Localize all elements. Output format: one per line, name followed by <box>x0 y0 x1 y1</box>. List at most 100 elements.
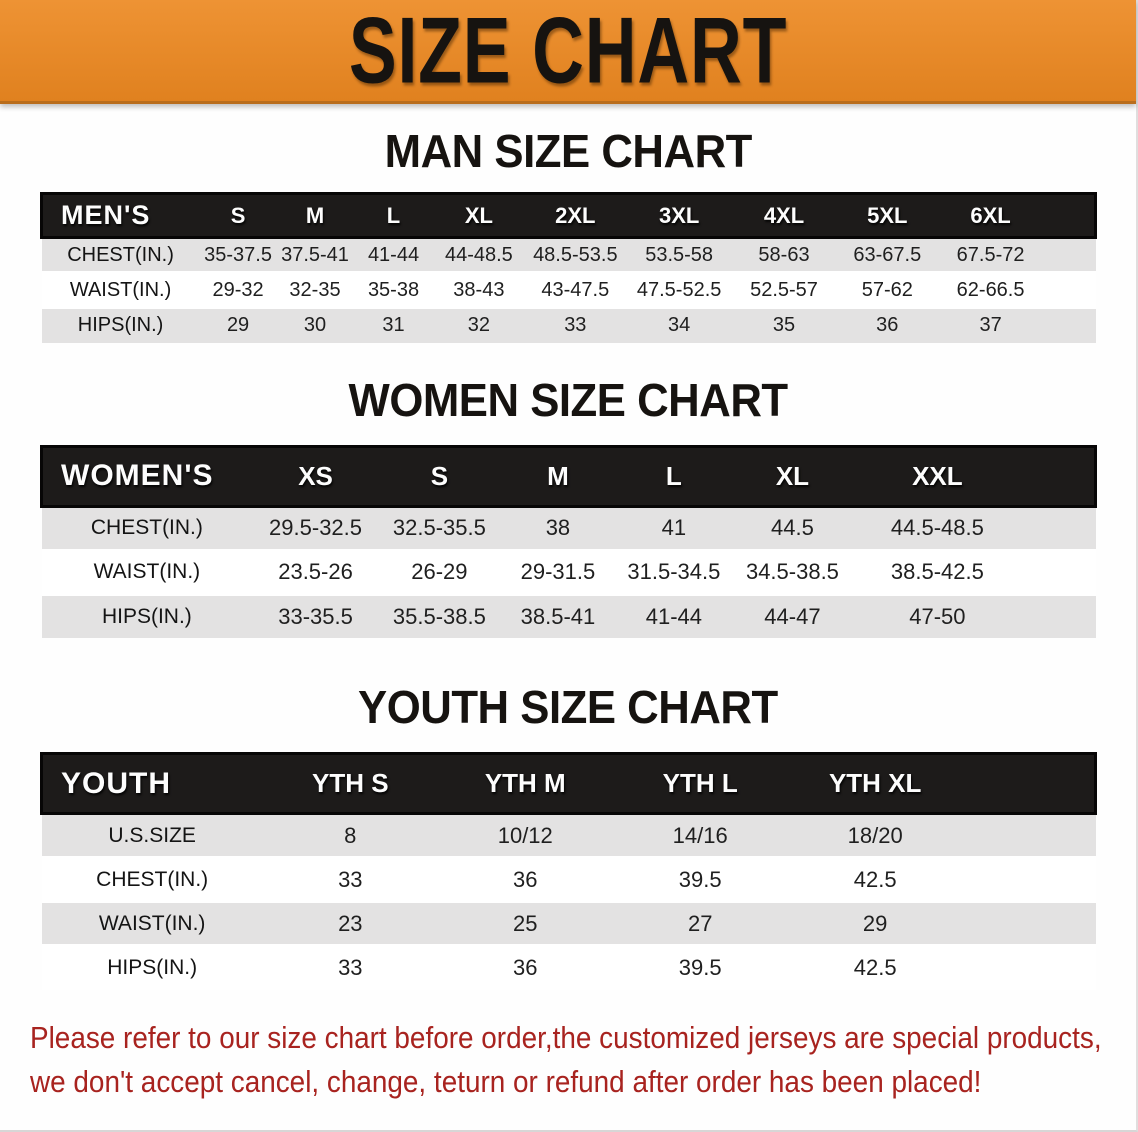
size-value-cell: 37 <box>938 306 1043 343</box>
measurement-row: WAIST(IN.) 23 25 27 29 <box>41 900 1096 946</box>
size-value-cell-filler <box>962 812 1096 858</box>
size-value-cell: 29 <box>199 306 277 343</box>
row-label: WAIST(IN.) <box>41 548 253 594</box>
size-value-cell: 42.5 <box>787 856 963 902</box>
size-value-cell-filler <box>962 944 1096 990</box>
size-value-cell: 47-50 <box>853 592 1022 638</box>
men-section-title-text: MAN SIZE CHART <box>384 125 752 177</box>
size-value-cell: 38.5-42.5 <box>853 548 1022 594</box>
size-value-cell-filler <box>1021 592 1096 638</box>
column-header: S <box>199 192 277 239</box>
size-value-cell: 57-62 <box>836 271 939 308</box>
size-value-cell: 29-31.5 <box>499 548 616 594</box>
column-header: YTH XL <box>787 752 963 815</box>
size-value-cell: 41 <box>615 504 732 550</box>
size-value-cell: 47.5-52.5 <box>626 271 732 308</box>
size-value-cell: 36 <box>437 944 613 990</box>
column-header: YTH S <box>262 752 438 815</box>
size-value-cell-filler <box>1021 504 1096 550</box>
size-header-row: YOUTH YTH S YTH M YTH L YTH XL <box>39 752 1097 815</box>
column-header: M <box>499 444 616 508</box>
size-value-cell: 62-66.5 <box>938 271 1043 308</box>
size-value-cell: 48.5-53.5 <box>524 236 627 273</box>
size-value-cell: 39.5 <box>612 944 788 990</box>
size-value-cell-filler <box>1042 236 1096 273</box>
youth-size-section: YOUTH SIZE CHART YOUTH YTH S YTH M YTH L YTH… <box>0 684 1136 990</box>
youth-section-title: YOUTH SIZE CHART <box>0 684 1136 730</box>
page-title: SIZE CHART <box>348 0 788 103</box>
size-value-cell: 41-44 <box>353 236 434 273</box>
column-header: XL <box>433 192 525 239</box>
size-value-cell: 29-32 <box>199 271 277 308</box>
women-size-table: WOMEN'S XS S M L XL XXL CHEST(IN.) 29.5-32.5 32.5… <box>40 444 1097 638</box>
size-value-cell: 23.5-26 <box>252 548 379 594</box>
size-value-cell: 39.5 <box>612 856 788 902</box>
column-header: 5XL <box>836 192 939 239</box>
size-value-cell: 32 <box>433 306 525 343</box>
youth-size-table: YOUTH YTH S YTH M YTH L YTH XL U.S.SIZE 8 10/12… <box>39 752 1097 990</box>
size-value-cell: 34 <box>626 306 732 343</box>
row-label: CHEST(IN.) <box>41 504 253 550</box>
row-label: HIPS(IN.) <box>41 592 253 638</box>
size-value-cell: 52.5-57 <box>731 271 837 308</box>
column-header: 2XL <box>524 192 627 239</box>
size-value-cell: 53.5-58 <box>626 236 732 273</box>
size-value-cell: 32.5-35.5 <box>378 504 500 550</box>
size-value-cell: 36 <box>836 306 939 343</box>
size-value-cell: 41-44 <box>615 592 732 638</box>
column-header-filler <box>1042 192 1097 239</box>
size-value-cell-filler <box>962 856 1096 902</box>
size-header-row: MEN'S S M L XL 2XL 3XL 4XL 5XL 6XL <box>39 192 1097 239</box>
size-value-cell: 58-63 <box>731 236 837 273</box>
size-value-cell: 14/16 <box>612 812 788 858</box>
measurement-row: HIPS(IN.) 33-35.5 35.5-38.5 38.5-41 41-44 44-… <box>41 592 1096 638</box>
row-label: CHEST(IN.) <box>41 856 263 902</box>
size-value-cell: 33 <box>262 944 438 990</box>
row-label: WAIST(IN.) <box>41 900 263 946</box>
men-section-title: MAN SIZE CHART <box>0 128 1136 174</box>
column-header: 3XL <box>626 192 732 239</box>
size-value-cell-filler <box>1042 306 1096 343</box>
size-value-cell: 44.5-48.5 <box>853 504 1022 550</box>
column-header: L <box>615 444 732 508</box>
measurement-row: CHEST(IN.) 35-37.5 37.5-41 41-44 44-48.5 48.5… <box>41 236 1096 273</box>
column-header: S <box>378 444 500 508</box>
size-value-cell: 31.5-34.5 <box>615 548 732 594</box>
size-value-cell: 36 <box>437 856 613 902</box>
measurement-row: WAIST(IN.) 23.5-26 26-29 29-31.5 31.5-34.5 34… <box>41 548 1096 594</box>
size-value-cell: 38-43 <box>433 271 525 308</box>
size-value-cell-filler <box>1021 548 1096 594</box>
size-value-cell: 42.5 <box>787 944 963 990</box>
size-value-cell: 29 <box>787 900 963 946</box>
size-value-cell: 25 <box>437 900 613 946</box>
size-value-cell: 63-67.5 <box>836 236 939 273</box>
youth-section-title-text: YOUTH SIZE CHART <box>358 681 778 733</box>
size-value-cell: 44-48.5 <box>433 236 525 273</box>
measurement-row: HIPS(IN.) 33 36 39.5 42.5 <box>41 944 1096 990</box>
row-label: U.S.SIZE <box>41 812 263 858</box>
size-value-cell: 43-47.5 <box>524 271 627 308</box>
column-header: L <box>353 192 434 239</box>
column-header: M <box>276 192 354 239</box>
column-header-filler <box>962 752 1097 815</box>
size-value-cell: 33-35.5 <box>252 592 379 638</box>
size-value-cell: 38.5-41 <box>499 592 616 638</box>
measurement-row: CHEST(IN.) 29.5-32.5 32.5-35.5 38 41 44.5 44.5… <box>41 504 1096 550</box>
column-header-filler <box>1021 444 1097 508</box>
row-label: CHEST(IN.) <box>41 236 200 273</box>
size-value-cell: 23 <box>262 900 438 946</box>
row-label: HIPS(IN.) <box>41 944 263 990</box>
size-value-cell: 33 <box>262 856 438 902</box>
women-section-title: WOMEN SIZE CHART <box>0 377 1136 423</box>
size-value-cell: 10/12 <box>437 812 613 858</box>
size-value-cell: 35-38 <box>353 271 434 308</box>
women-section-title-text: WOMEN SIZE CHART <box>348 373 788 426</box>
measurement-row: U.S.SIZE 8 10/12 14/16 18/20 <box>41 812 1096 858</box>
men-size-section: MAN SIZE CHART MEN'S S M L XL 2XL 3XL 4XL 5XL 6XL… <box>0 128 1136 343</box>
size-value-cell: 38 <box>499 504 616 550</box>
size-value-cell: 35 <box>731 306 837 343</box>
banner: SIZE CHART <box>0 0 1136 104</box>
column-header: YTH L <box>612 752 788 815</box>
size-value-cell: 35-37.5 <box>199 236 277 273</box>
